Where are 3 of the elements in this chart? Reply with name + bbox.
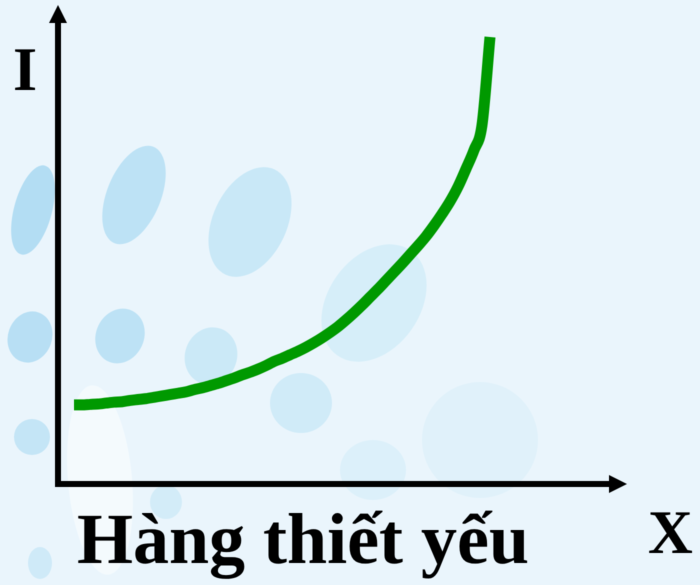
y-axis-title: I bbox=[13, 35, 38, 106]
text: Hàng thiết yếu bbox=[77, 498, 530, 581]
x-axis-title: X bbox=[648, 498, 693, 569]
